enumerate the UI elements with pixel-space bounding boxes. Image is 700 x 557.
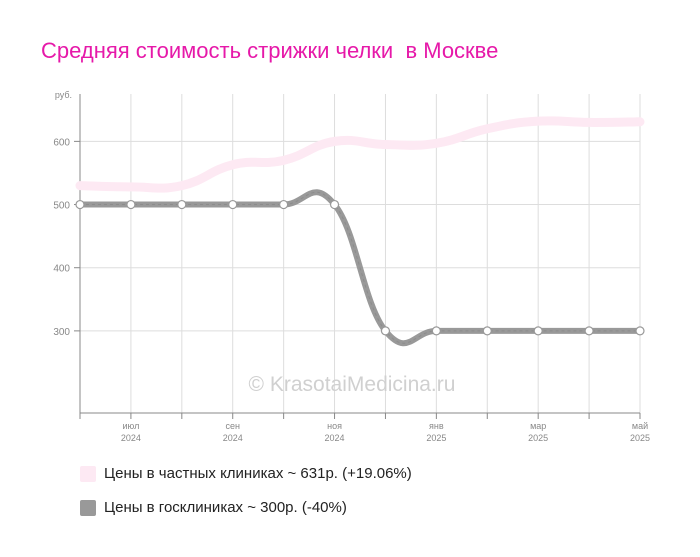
y-tick-label: 300 — [53, 327, 70, 338]
data-point — [126, 199, 136, 210]
data-point — [533, 326, 543, 336]
data-point — [279, 199, 289, 210]
chart-title: Средняя стоимость стрижки челки в Москве — [41, 38, 499, 63]
x-tick-label-month: ноя — [327, 421, 342, 431]
x-tick-label-month: сен — [225, 421, 240, 431]
legend-label-private: Цены в частных клиниках ~ 631р. (+19.06%… — [104, 465, 412, 482]
series-line-0 — [75, 116, 645, 193]
data-point — [380, 326, 391, 336]
x-tick-label-year: 2025 — [426, 433, 446, 443]
y-tick-label: 600 — [53, 137, 70, 148]
x-tick-label-year: 2025 — [630, 433, 650, 443]
x-tick-label-month: янв — [429, 421, 444, 431]
data-point — [584, 326, 594, 336]
legend-swatch-public — [80, 499, 96, 516]
data-point — [329, 199, 340, 210]
y-tick-label: 500 — [53, 201, 70, 212]
legend-item-private: Цены в частных клиниках ~ 631р. (+19.06%… — [80, 465, 412, 482]
data-point — [75, 199, 85, 210]
x-tick-label-year: 2025 — [528, 433, 548, 443]
axes: 300 400 500 600 руб. июл 2024 сен 2024 ноя 2024 янв… — [53, 90, 650, 443]
data-point — [482, 326, 492, 336]
watermark: © KrasotaiMedicina.ru — [249, 373, 456, 396]
data-point — [228, 199, 238, 210]
series — [75, 116, 645, 347]
data-point — [635, 326, 645, 336]
y-axis-unit-label: руб. — [55, 90, 72, 100]
data-point — [177, 199, 187, 210]
x-tick-label-month: мар — [530, 421, 546, 431]
legend-swatch-private — [80, 465, 96, 482]
x-tick-label-year: 2024 — [223, 433, 243, 443]
x-tick-label-year: 2024 — [325, 433, 345, 443]
legend-item-public: Цены в госклиниках ~ 300р. (-40%) — [80, 499, 347, 516]
x-tick-label-month: май — [632, 421, 648, 431]
y-tick-label: 400 — [53, 264, 70, 275]
x-tick-label-month: июл — [122, 421, 139, 431]
legend-label-public: Цены в госклиниках ~ 300р. (-40%) — [104, 499, 347, 516]
x-tick-label-year: 2024 — [121, 433, 141, 443]
data-point — [431, 326, 441, 336]
